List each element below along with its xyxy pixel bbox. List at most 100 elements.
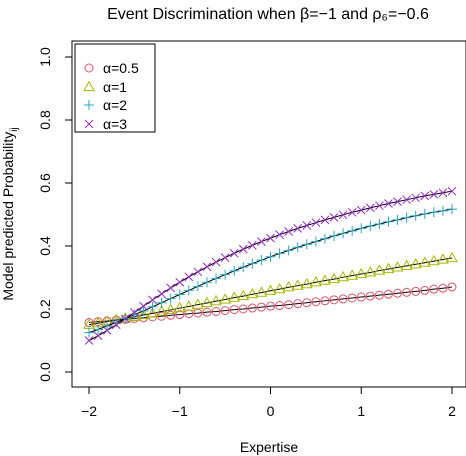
data-point (302, 298, 312, 308)
data-point (446, 251, 458, 263)
data-point (184, 272, 194, 282)
data-point (311, 297, 321, 307)
data-point (266, 233, 275, 243)
data-point (337, 270, 349, 282)
data-point (228, 291, 241, 302)
data-point (338, 210, 348, 220)
data-point (155, 305, 168, 316)
data-point (148, 295, 157, 305)
data-point (329, 230, 340, 241)
data-point (93, 331, 103, 341)
x-axis: −2 −1 0 1 2 (81, 386, 456, 419)
data-point (247, 303, 257, 313)
data-point (384, 199, 393, 208)
data-point (256, 255, 267, 266)
x-tick-label: −2 (81, 403, 97, 419)
legend-label-3: α=3 (103, 116, 127, 132)
data-point (347, 225, 358, 236)
data-point (429, 284, 439, 294)
data-point (311, 218, 321, 228)
data-point (420, 285, 430, 295)
data-point (374, 290, 384, 300)
legend-marker-0 (84, 63, 94, 73)
data-point (257, 237, 266, 246)
data-point (157, 289, 166, 299)
y-axis-label: Model predicted Probabilityij (0, 127, 20, 300)
data-point (174, 289, 185, 300)
data-point (201, 277, 212, 288)
data-point (192, 281, 203, 292)
data-point (319, 233, 330, 244)
y-axis-label-subscript: ij (9, 127, 20, 131)
data-point (292, 242, 303, 253)
legend-marker-2 (84, 100, 94, 110)
data-point (438, 188, 448, 198)
series-line-0 (88, 286, 453, 324)
data-point (374, 218, 385, 229)
legend-marks (83, 63, 95, 129)
data-point (273, 282, 286, 294)
data-point (447, 204, 457, 215)
data-point (392, 214, 403, 225)
data-point (138, 305, 149, 316)
data-point (238, 304, 248, 314)
data-point (146, 307, 159, 318)
data-point (418, 256, 431, 267)
data-point (347, 207, 357, 217)
data-point (365, 221, 376, 232)
legend-label-0: α=0.5 (103, 60, 139, 76)
data-point (93, 324, 104, 335)
data-point (383, 289, 393, 299)
data-point (319, 274, 331, 285)
data-point (202, 262, 212, 272)
series-0 (84, 282, 457, 328)
y-tick-label: 0.0 (37, 362, 53, 382)
data-point (275, 301, 285, 311)
data-point (193, 267, 203, 277)
data-point (428, 207, 439, 218)
data-point (275, 230, 284, 240)
data-point (246, 287, 259, 299)
legend: α=0.5 α=1 α=2 α=3 (74, 43, 156, 133)
legend-marker-1 (83, 80, 95, 92)
series-2 (84, 204, 457, 338)
x-tick-label: 0 (267, 403, 275, 419)
data-point (427, 254, 440, 266)
data-point (283, 245, 294, 256)
x-axis-label: Expertise (240, 439, 299, 455)
data-point (211, 273, 222, 284)
data-point (193, 308, 203, 318)
data-point (284, 300, 294, 310)
data-point (447, 282, 457, 292)
data-point (402, 195, 411, 205)
data-point (437, 253, 449, 264)
data-point (229, 305, 239, 315)
data-point (401, 212, 412, 223)
legend-label-1: α=1 (103, 79, 127, 95)
data-point (329, 212, 339, 222)
data-point (356, 292, 366, 302)
data-point (192, 298, 204, 309)
data-point (328, 272, 340, 284)
data-point (84, 336, 94, 345)
data-point (329, 295, 339, 305)
data-point (364, 266, 377, 277)
data-point (301, 239, 312, 250)
data-point (211, 257, 221, 267)
data-point (373, 264, 386, 275)
data-point (410, 210, 421, 221)
x-tick-label: 2 (448, 403, 456, 419)
x-tick-label: −1 (172, 403, 188, 419)
data-point (219, 293, 231, 304)
data-point (302, 221, 312, 230)
data-point (84, 327, 94, 338)
data-point (165, 293, 176, 304)
y-tick-label: 1.0 (37, 47, 53, 67)
data-point (210, 294, 222, 306)
data-point (164, 303, 177, 315)
data-point (447, 186, 457, 196)
data-point (173, 301, 186, 313)
data-point (391, 261, 404, 272)
data-point (402, 287, 412, 297)
data-point (247, 241, 257, 250)
